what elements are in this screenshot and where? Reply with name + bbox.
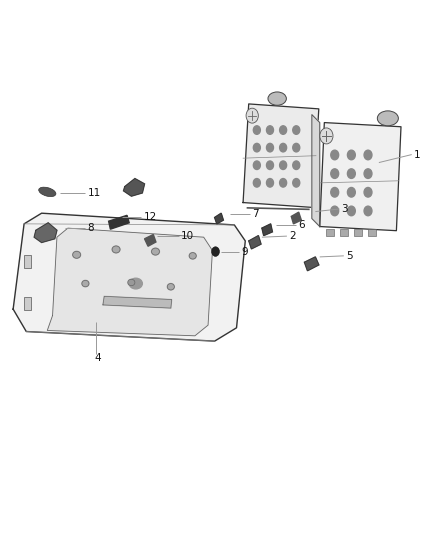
- Polygon shape: [34, 223, 57, 243]
- Circle shape: [266, 161, 273, 169]
- Circle shape: [253, 161, 260, 169]
- Ellipse shape: [82, 280, 89, 287]
- Polygon shape: [312, 115, 320, 227]
- Text: 6: 6: [298, 220, 305, 230]
- Circle shape: [364, 188, 372, 197]
- Text: 7: 7: [252, 209, 259, 219]
- Circle shape: [279, 179, 286, 187]
- Circle shape: [266, 143, 273, 152]
- Ellipse shape: [268, 92, 286, 106]
- Circle shape: [347, 206, 355, 216]
- Polygon shape: [304, 257, 319, 271]
- Circle shape: [293, 143, 300, 152]
- Circle shape: [293, 161, 300, 169]
- Text: 11: 11: [88, 188, 101, 198]
- Circle shape: [266, 179, 273, 187]
- Bar: [340, 229, 348, 236]
- Circle shape: [253, 126, 260, 134]
- Circle shape: [331, 169, 339, 179]
- Circle shape: [266, 126, 273, 134]
- Text: 10: 10: [181, 231, 194, 240]
- Ellipse shape: [73, 252, 81, 258]
- Circle shape: [331, 188, 339, 197]
- Circle shape: [347, 188, 355, 197]
- Ellipse shape: [189, 253, 196, 259]
- Ellipse shape: [129, 278, 142, 289]
- Polygon shape: [243, 104, 319, 207]
- Polygon shape: [109, 215, 129, 229]
- Ellipse shape: [377, 111, 399, 126]
- Circle shape: [331, 150, 339, 160]
- Circle shape: [347, 150, 355, 160]
- Text: 1: 1: [414, 150, 420, 159]
- Polygon shape: [24, 255, 31, 268]
- Polygon shape: [291, 212, 301, 224]
- Text: 3: 3: [342, 204, 348, 214]
- Circle shape: [279, 143, 286, 152]
- Polygon shape: [124, 179, 145, 196]
- Polygon shape: [13, 213, 245, 341]
- Bar: [368, 229, 376, 236]
- Polygon shape: [249, 236, 261, 249]
- Circle shape: [212, 247, 219, 256]
- Ellipse shape: [128, 279, 135, 286]
- Text: 12: 12: [144, 213, 157, 222]
- Circle shape: [279, 126, 286, 134]
- Circle shape: [347, 169, 355, 179]
- Circle shape: [293, 126, 300, 134]
- Circle shape: [364, 206, 372, 216]
- Polygon shape: [320, 123, 401, 231]
- Circle shape: [253, 179, 260, 187]
- Bar: [326, 229, 334, 236]
- Circle shape: [364, 169, 372, 179]
- Polygon shape: [103, 296, 172, 308]
- Circle shape: [246, 108, 258, 123]
- Polygon shape: [262, 224, 272, 236]
- Polygon shape: [215, 213, 223, 224]
- Polygon shape: [24, 297, 31, 310]
- Text: 9: 9: [241, 247, 247, 256]
- Polygon shape: [145, 235, 156, 246]
- Ellipse shape: [152, 248, 159, 255]
- Text: 5: 5: [346, 251, 353, 261]
- Ellipse shape: [167, 284, 174, 290]
- Circle shape: [320, 128, 333, 144]
- Text: 2: 2: [289, 231, 296, 241]
- Circle shape: [253, 143, 260, 152]
- Ellipse shape: [39, 187, 56, 197]
- Circle shape: [279, 161, 286, 169]
- Text: 4: 4: [94, 353, 101, 363]
- Ellipse shape: [112, 246, 120, 253]
- Circle shape: [331, 206, 339, 216]
- Circle shape: [293, 179, 300, 187]
- Text: 8: 8: [88, 223, 94, 232]
- Bar: [354, 229, 362, 236]
- Polygon shape: [47, 228, 212, 336]
- Circle shape: [364, 150, 372, 160]
